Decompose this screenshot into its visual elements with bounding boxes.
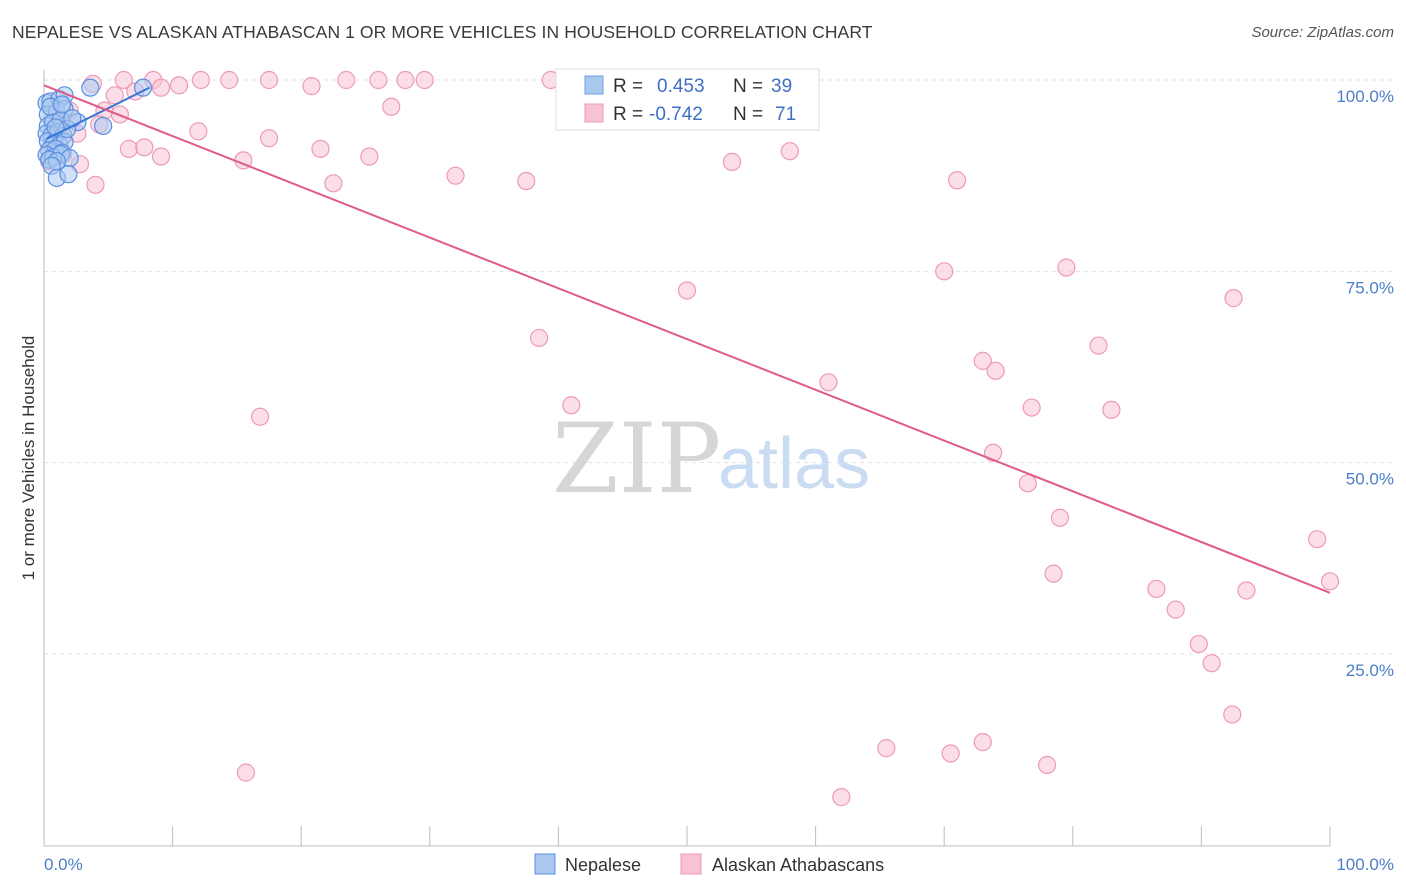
stats-r-value-nepalese: 0.453 xyxy=(657,76,705,97)
alaskan-point xyxy=(819,373,838,392)
alaskan-point xyxy=(780,142,799,161)
chart-title: NEPALESE VS ALASKAN ATHABASCAN 1 OR MORE… xyxy=(12,22,873,42)
stats-r-label-nepalese: R = xyxy=(613,76,643,97)
alaskan-point xyxy=(517,171,536,191)
trend-lines xyxy=(43,84,1331,594)
alaskan-point xyxy=(973,351,992,370)
stats-n-label-nepalese: N = xyxy=(733,76,763,97)
alaskan-point xyxy=(191,70,210,90)
nepalese-point xyxy=(94,116,113,136)
stats-box: R = 0.453 N = 39 R = -0.742 N = 71 xyxy=(555,68,820,131)
alaskan-point xyxy=(1102,400,1121,419)
alaskan-point xyxy=(877,739,896,758)
alaskan-point xyxy=(1308,530,1327,549)
legend: Nepalese Alaskan Athabascans xyxy=(534,853,884,875)
x-tick-label-max: 100.0% xyxy=(1336,855,1394,874)
alaskan-point xyxy=(1224,289,1243,308)
alaskan-point xyxy=(396,70,415,90)
alaskan-point xyxy=(250,407,270,426)
alaskan-point xyxy=(1022,398,1041,417)
alaskan-point xyxy=(941,744,960,763)
alaskan-point xyxy=(1044,564,1063,583)
alaskan-point xyxy=(722,152,742,171)
alaskan-point xyxy=(1202,654,1221,673)
watermark-atlas: atlas xyxy=(718,424,870,504)
y-tick-label: 100.0% xyxy=(1336,87,1394,106)
alaskan-point xyxy=(415,70,434,90)
alaskan-point xyxy=(302,77,321,96)
nepalese-trend-line xyxy=(46,86,150,140)
alaskan-point xyxy=(947,171,967,190)
alaskan-point xyxy=(337,70,356,90)
alaskan-point xyxy=(151,78,171,97)
alaskan-point xyxy=(369,70,388,90)
alaskan-point xyxy=(151,147,171,166)
alaskan-point xyxy=(1166,600,1185,619)
alaskan-point xyxy=(1237,581,1256,600)
alaskan-point xyxy=(105,86,124,105)
alaskan-point xyxy=(114,70,133,90)
alaskan-point xyxy=(169,76,189,95)
stats-swatch-nepalese xyxy=(584,75,604,95)
alaskan-point xyxy=(1037,755,1057,775)
alaskan-point xyxy=(1189,634,1208,654)
y-tick-label: 50.0% xyxy=(1346,470,1394,489)
alaskan-point xyxy=(259,70,279,90)
legend-swatch-nepalese xyxy=(534,853,556,875)
alaskan-point xyxy=(677,281,697,300)
alaskan-point xyxy=(1018,474,1037,493)
watermark-zip: ZIP xyxy=(552,403,721,515)
alaskan-point xyxy=(189,122,208,141)
y-axis-label: 1 or more Vehicles in Household xyxy=(19,336,38,581)
legend-label-alaskan: Alaskan Athabascans xyxy=(712,855,884,875)
nepalese-point xyxy=(52,95,72,114)
x-tick-marks xyxy=(43,826,1331,846)
watermark: ZIP atlas xyxy=(552,403,870,515)
alaskan-point xyxy=(562,396,581,415)
alaskan-point xyxy=(446,166,465,185)
y-tick-label: 75.0% xyxy=(1346,278,1394,297)
stats-swatch-alaskan xyxy=(584,103,604,123)
nepalese-point xyxy=(59,165,78,184)
stats-r-label-alaskan: R = xyxy=(613,104,643,125)
alaskan-point xyxy=(135,138,154,157)
alaskan-point xyxy=(236,763,256,782)
legend-label-nepalese: Nepalese xyxy=(565,855,641,875)
alaskan-point xyxy=(986,361,1005,380)
legend-swatch-alaskan xyxy=(680,853,702,875)
alaskan-point xyxy=(324,174,343,193)
source-credit: Source: ZipAtlas.com xyxy=(1251,24,1394,41)
nepalese-point xyxy=(81,78,100,97)
alaskan-trend-line xyxy=(43,84,1331,594)
alaskan-point xyxy=(983,443,1003,462)
stats-r-value-alaskan: -0.742 xyxy=(649,104,703,125)
alaskan-point xyxy=(1050,508,1070,527)
y-tick-labels: 25.0% 50.0% 75.0% 100.0% xyxy=(1336,87,1394,680)
alaskan-point xyxy=(973,732,992,752)
stats-n-value-alaskan: 71 xyxy=(775,104,796,125)
alaskan-point xyxy=(1223,705,1242,724)
alaskan-point xyxy=(1057,258,1076,277)
stats-n-label-alaskan: N = xyxy=(733,104,763,125)
alaskan-point xyxy=(1320,572,1340,591)
series-nepalese-points xyxy=(37,78,153,188)
stats-n-value-nepalese: 39 xyxy=(771,76,792,97)
alaskan-point xyxy=(530,328,549,348)
x-tick-label-min: 0.0% xyxy=(44,855,83,874)
alaskan-point xyxy=(259,129,279,148)
alaskan-point xyxy=(311,139,330,158)
y-tick-label: 25.0% xyxy=(1346,661,1394,680)
alaskan-point xyxy=(360,147,379,166)
alaskan-point xyxy=(1089,336,1108,355)
alaskan-point xyxy=(935,262,954,281)
alaskan-point xyxy=(86,175,105,194)
alaskan-point xyxy=(119,139,138,158)
alaskan-point xyxy=(382,97,401,116)
alaskan-point xyxy=(1147,579,1166,599)
alaskan-point xyxy=(220,70,239,90)
alaskan-point xyxy=(832,788,851,807)
